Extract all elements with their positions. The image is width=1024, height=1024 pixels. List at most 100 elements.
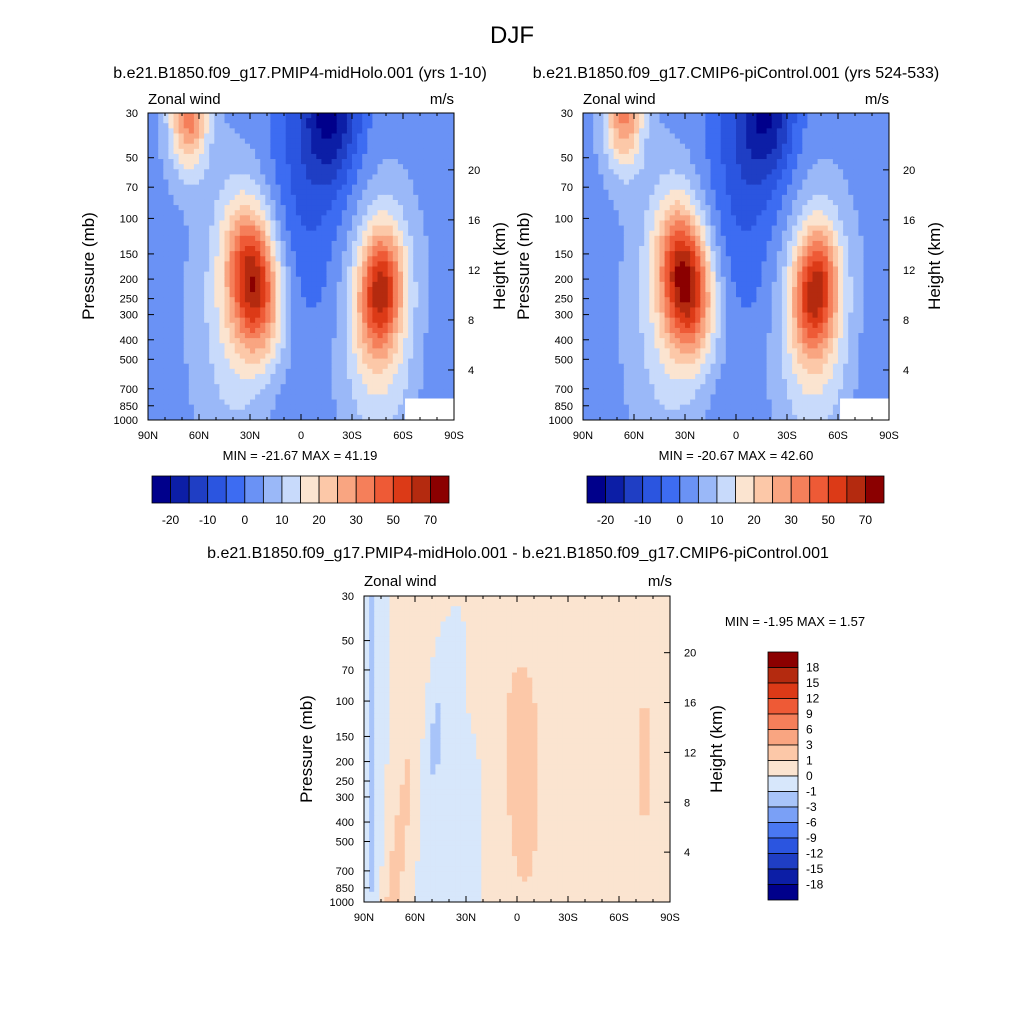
contour-cell [255,189,261,196]
contour-cell [168,358,175,365]
contour-cell [229,220,236,227]
contour-cell [219,399,226,406]
contour-cell [423,348,430,355]
contour-cell [199,210,205,216]
contour-cell [153,317,159,324]
contour-cell [168,240,175,247]
contour-cell [397,281,404,288]
contour-cell [387,113,394,119]
contour-cell [428,271,435,278]
contour-cell [387,373,394,380]
contour-cell [163,220,169,227]
contour-cell [178,409,185,416]
contour-cell [695,184,701,191]
contour-cell [367,159,373,165]
contour-cell [428,353,435,360]
contour-cell [352,379,358,385]
contour-cell [301,414,307,420]
contour-cell [306,225,312,232]
contour-cell [853,123,859,129]
contour-cell [710,138,717,145]
contour-cell [214,307,220,314]
contour-cell [280,215,287,222]
contour-cell [853,143,859,150]
contour-cell [199,174,205,181]
contour-cell [341,246,348,252]
contour-cell [387,389,394,396]
contour-cell [863,113,870,119]
contour-cell [695,169,701,175]
contour-cell [352,327,358,334]
contour-cell [321,276,328,283]
contour-cell [736,164,742,170]
contour-cell [168,414,175,420]
contour-cell [260,261,266,268]
contour-cell [311,399,317,406]
contour-cell [346,338,353,344]
contour-cell [863,164,870,170]
x-tick-label: 60N [189,430,209,442]
contour-cell [280,148,287,155]
contour-cell [583,194,589,201]
contour-cell [433,322,440,329]
contour-cell [352,307,358,314]
contour-cell [853,133,859,140]
contour-cell [443,292,450,298]
contour-cell [193,286,200,293]
contour-cell [173,148,180,155]
contour-cell [700,210,706,216]
contour-cell [219,281,226,288]
contour-cell [352,302,358,309]
contour-cell [817,159,824,165]
contour-cell [367,138,373,145]
contour-cell [817,138,824,145]
contour-cell [387,276,394,283]
contour-cell [372,368,379,375]
contour-cell [438,384,445,390]
contour-cell [428,379,435,385]
contour-cell [153,327,159,334]
contour-cell [280,153,287,160]
contour-cell [352,384,358,390]
contour-cell [265,276,271,283]
contour-cell [832,184,839,191]
contour-cell [265,210,271,216]
contour-cell [173,246,180,252]
contour-cell [173,302,180,309]
contour-cell [331,333,338,339]
contour-cell [209,353,215,360]
contour-cell [244,128,251,135]
contour-cell [219,348,226,355]
contour-cell [183,384,190,390]
contour-cell [382,348,389,355]
contour-cell [751,113,757,119]
contour-cell [290,338,297,344]
contour-cell [438,184,445,191]
contour-cell [275,123,282,129]
contour-cell [250,373,256,380]
contour-cell [153,261,159,268]
contour-cell [209,148,215,155]
contour-cell [244,225,251,232]
contour-cell [797,179,803,186]
contour-cell [634,138,640,145]
contour-cell [316,235,322,242]
contour-cell [438,256,445,262]
contour-cell [188,327,195,334]
contour-cell [858,184,865,191]
contour-cell [158,322,164,329]
contour-cell [239,333,246,339]
contour-cell [331,394,338,401]
contour-cell [229,414,236,420]
contour-cell [695,179,701,186]
contour-cell [306,148,312,155]
contour-cell [352,169,358,175]
contour-cell [188,143,195,150]
contour-cell [705,128,712,135]
contour-cell [285,368,292,375]
contour-cell [357,128,363,135]
contour-cell [669,199,676,206]
contour-cell [311,184,317,191]
contour-cell [827,199,834,206]
contour-cell [306,113,312,119]
